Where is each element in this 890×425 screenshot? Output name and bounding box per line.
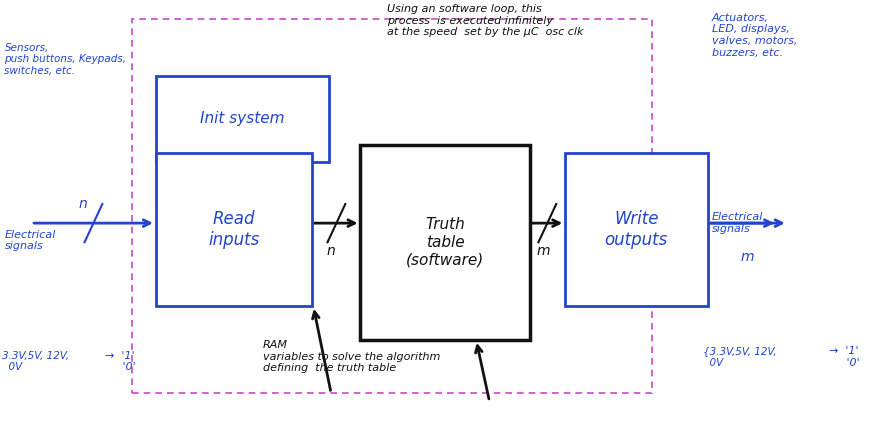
Text: m: m — [740, 250, 755, 264]
Text: n: n — [78, 197, 87, 211]
Text: Sensors,
push buttons, Keypads,
switches, etc.: Sensors, push buttons, Keypads, switches… — [4, 42, 126, 76]
Text: 3.3V,5V, 12V,
  0V: 3.3V,5V, 12V, 0V — [2, 351, 69, 372]
Text: RAM
variables to solve the algorithm
defining  the truth table: RAM variables to solve the algorithm def… — [263, 340, 440, 373]
Text: Actuators,
LED, displays,
valves, motors,
buzzers, etc.: Actuators, LED, displays, valves, motors… — [712, 13, 797, 57]
Text: m: m — [536, 244, 550, 258]
Text: Truth
table
(software): Truth table (software) — [406, 217, 484, 267]
Text: Electrical
signals: Electrical signals — [4, 230, 56, 251]
Text: Electrical
signals: Electrical signals — [712, 212, 764, 234]
Text: Write
outputs: Write outputs — [604, 210, 668, 249]
Text: →  '1'
     '0': → '1' '0' — [105, 351, 135, 372]
Bar — [360, 144, 530, 340]
Bar — [156, 76, 329, 162]
Bar — [565, 153, 708, 306]
Text: →  '1'
     '0': → '1' '0' — [829, 346, 860, 368]
Text: Init system: Init system — [200, 111, 285, 127]
Text: Using an software loop, this
process  is executed infinitely
at the speed  set b: Using an software loop, this process is … — [387, 4, 584, 37]
Bar — [156, 153, 312, 306]
Text: {3.3V,5V, 12V,
  0V: {3.3V,5V, 12V, 0V — [703, 346, 777, 368]
Bar — [132, 19, 652, 393]
Text: n: n — [327, 244, 336, 258]
Text: Read
inputs: Read inputs — [208, 210, 259, 249]
